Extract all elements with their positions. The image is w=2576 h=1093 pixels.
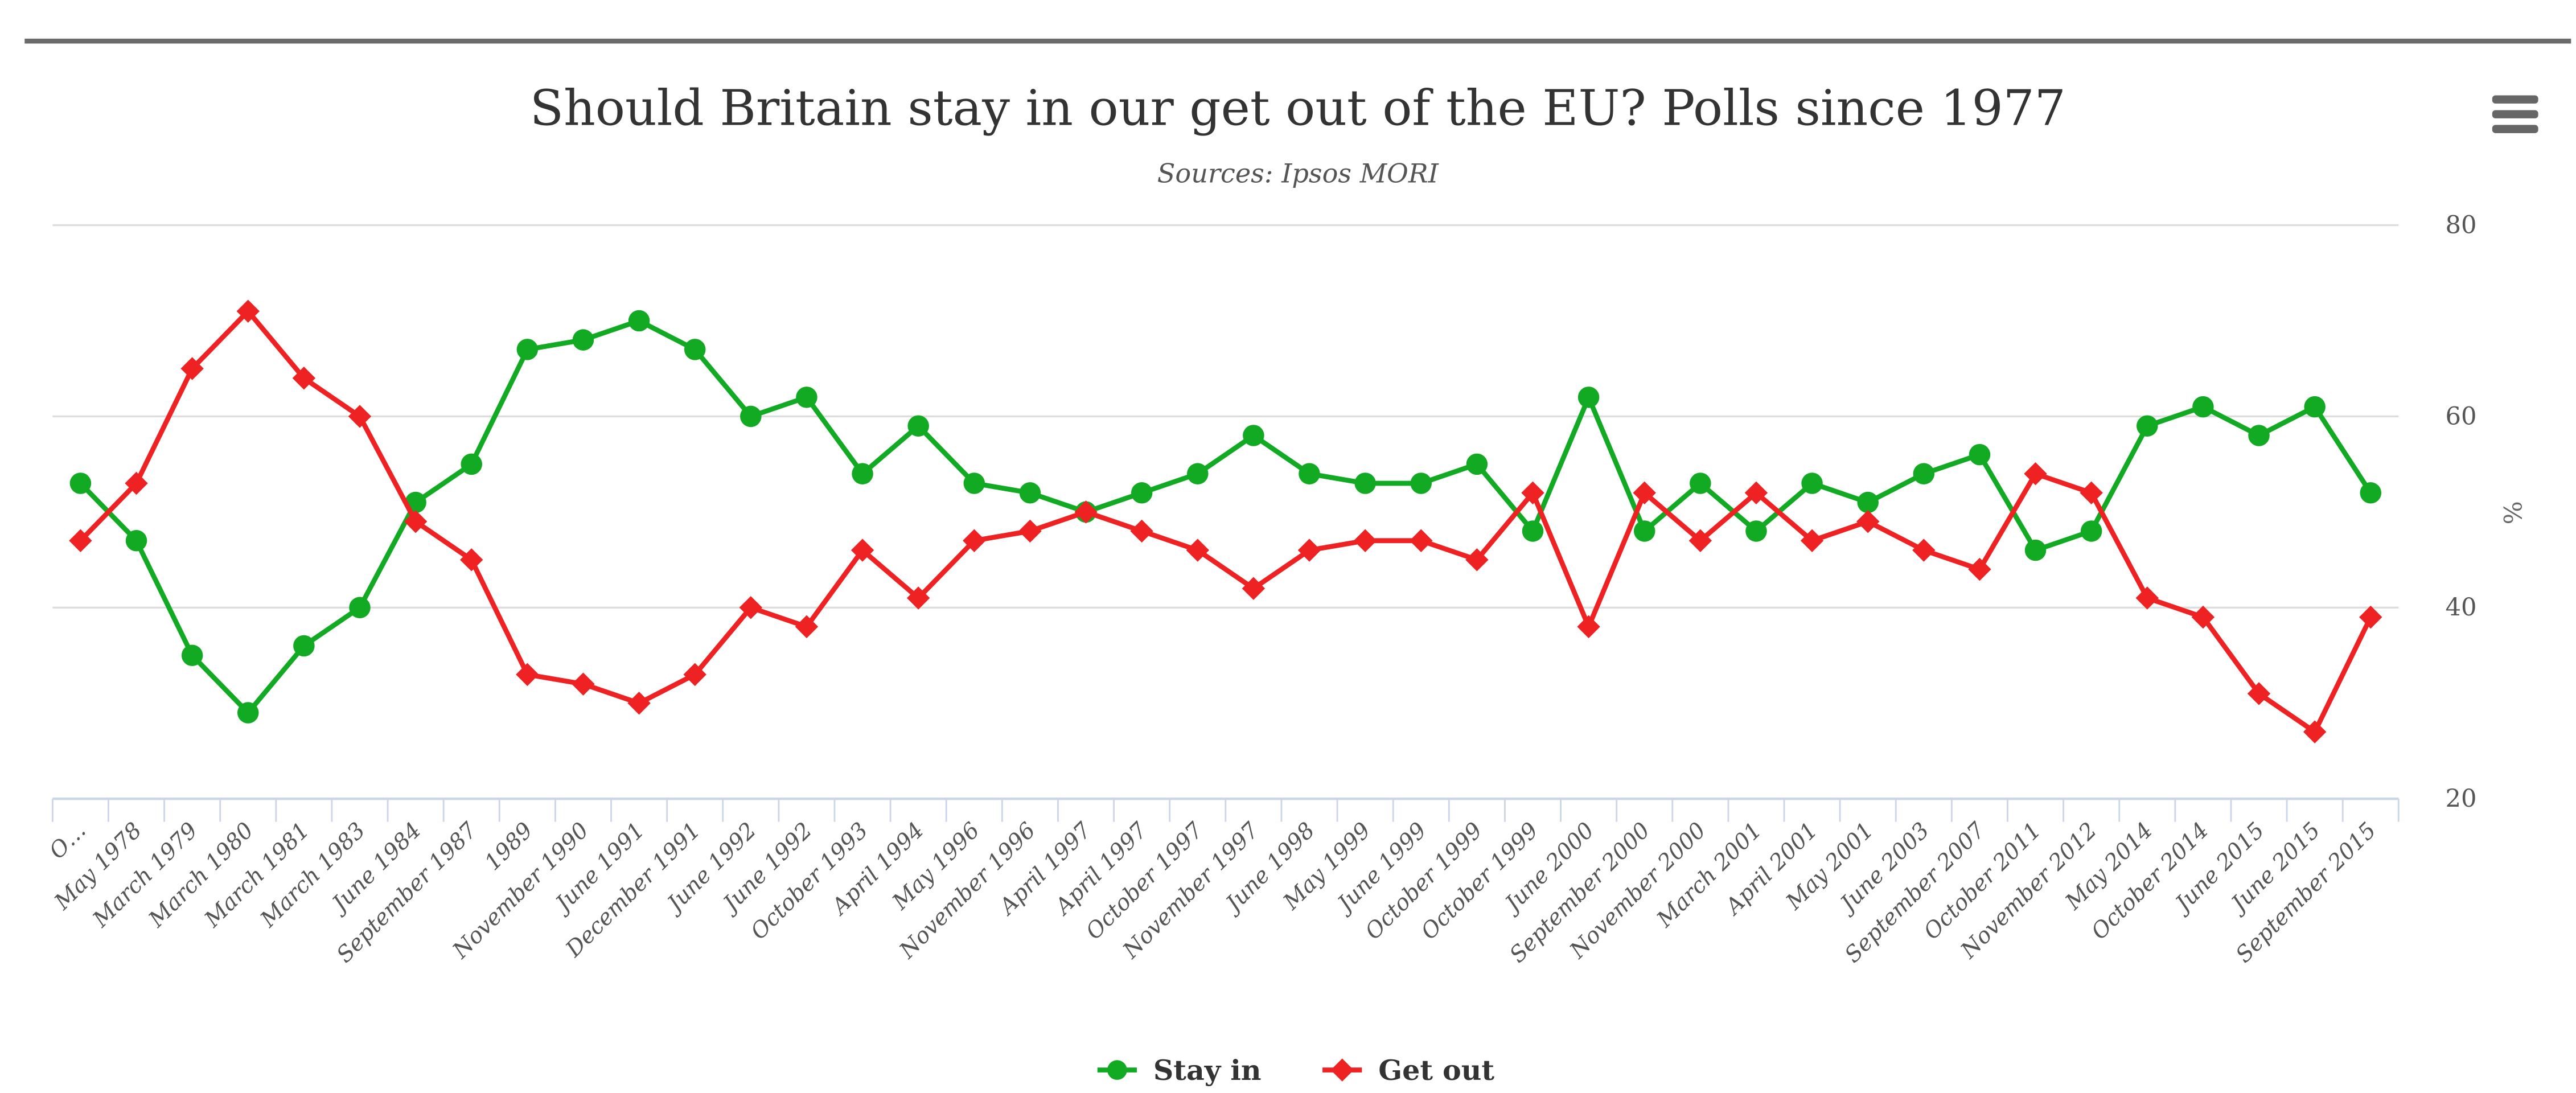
data-point[interactable]: [237, 702, 259, 724]
data-point[interactable]: [2080, 520, 2102, 542]
data-point[interactable]: [1577, 387, 1600, 408]
data-point[interactable]: [1913, 463, 1935, 484]
legend-get-out-marker-icon: [1330, 1058, 1354, 1082]
data-point[interactable]: [2137, 415, 2158, 437]
series-stay-in: [69, 310, 2382, 724]
y-axis-title: %: [2500, 501, 2528, 524]
data-point[interactable]: [1018, 519, 1042, 543]
data-point[interactable]: [2024, 462, 2047, 486]
data-point[interactable]: [963, 472, 985, 494]
data-point[interactable]: [181, 644, 203, 667]
data-point[interactable]: [516, 339, 539, 360]
data-point[interactable]: [1801, 472, 1823, 494]
legend: Stay in Get out: [1097, 1054, 1494, 1087]
data-point[interactable]: [461, 453, 482, 475]
data-point[interactable]: [69, 529, 92, 552]
data-point[interactable]: [1856, 509, 1880, 533]
data-point[interactable]: [1410, 529, 1433, 552]
data-point[interactable]: [125, 529, 147, 552]
data-point[interactable]: [628, 310, 650, 332]
legend-item-get-out[interactable]: Get out: [1322, 1054, 1494, 1087]
data-point[interactable]: [1633, 520, 1655, 542]
data-point[interactable]: [69, 472, 92, 494]
data-point[interactable]: [2303, 720, 2327, 743]
data-point[interactable]: [683, 663, 706, 687]
data-point[interactable]: [1186, 539, 1209, 562]
data-point[interactable]: [1577, 615, 1600, 639]
data-point[interactable]: [1969, 443, 1991, 466]
y-tick-label: 60: [2445, 402, 2476, 431]
data-point[interactable]: [572, 672, 595, 696]
data-point[interactable]: [1187, 463, 1209, 484]
data-point[interactable]: [796, 387, 817, 408]
legend-item-stay-in[interactable]: Stay in: [1097, 1054, 1262, 1087]
data-point[interactable]: [2359, 605, 2382, 629]
legend-label-stay-in: Stay in: [1153, 1054, 1262, 1087]
y-tick-label: 40: [2445, 594, 2476, 622]
data-point[interactable]: [907, 415, 929, 437]
data-point[interactable]: [1410, 472, 1432, 494]
data-point[interactable]: [740, 405, 762, 428]
data-point[interactable]: [1131, 482, 1153, 504]
data-point[interactable]: [963, 529, 986, 552]
data-point[interactable]: [348, 405, 372, 428]
data-point[interactable]: [2135, 586, 2159, 610]
data-point[interactable]: [1242, 577, 1266, 600]
data-point[interactable]: [852, 463, 873, 484]
data-point[interactable]: [572, 329, 594, 351]
chart-subtitle: Sources: Ipsos MORI: [1157, 158, 1439, 188]
data-point[interactable]: [125, 471, 148, 495]
data-point[interactable]: [1968, 557, 1991, 581]
data-point[interactable]: [1690, 472, 1711, 494]
data-point[interactable]: [2024, 539, 2047, 561]
legend-label-get-out: Get out: [1378, 1054, 1494, 1087]
y-tick-label: 20: [2445, 785, 2476, 813]
data-point[interactable]: [1522, 520, 1544, 542]
data-point[interactable]: [1466, 453, 1488, 475]
x-axis: [51, 798, 2400, 822]
data-point[interactable]: [404, 509, 428, 533]
data-point[interactable]: [1353, 529, 1377, 552]
data-point[interactable]: [1857, 491, 1879, 513]
data-point[interactable]: [1297, 539, 1321, 562]
series-line: [79, 318, 2373, 716]
data-point[interactable]: [1633, 481, 1656, 504]
data-point[interactable]: [684, 339, 706, 360]
series-get-out: [69, 299, 2382, 743]
gridlines: [52, 224, 2399, 609]
data-point[interactable]: [1465, 548, 1489, 572]
data-point[interactable]: [1243, 425, 1264, 446]
data-point[interactable]: [349, 597, 371, 619]
data-point[interactable]: [516, 663, 539, 687]
data-point[interactable]: [1019, 482, 1041, 504]
data-point[interactable]: [851, 539, 874, 562]
data-point[interactable]: [1912, 539, 1936, 562]
data-point[interactable]: [627, 692, 651, 715]
x-tick-label: O…: [44, 817, 91, 864]
data-point[interactable]: [1688, 529, 1712, 552]
series-line: [79, 309, 2373, 734]
series-layer: [69, 299, 2382, 743]
data-point[interactable]: [1130, 519, 1153, 543]
data-point[interactable]: [2360, 482, 2382, 504]
legend-stay-in-marker-icon: [1107, 1060, 1127, 1080]
data-point[interactable]: [2248, 425, 2270, 446]
data-point[interactable]: [1299, 463, 1320, 484]
data-point[interactable]: [2192, 396, 2214, 418]
data-point[interactable]: [1521, 481, 1544, 504]
chart-title: Should Britain stay in our get out of th…: [530, 80, 2066, 137]
data-point[interactable]: [1745, 520, 1767, 542]
hamburger-menu-icon[interactable]: [2492, 95, 2538, 133]
data-point[interactable]: [2304, 396, 2326, 418]
data-point[interactable]: [2080, 481, 2103, 504]
data-point[interactable]: [1354, 472, 1376, 494]
data-point[interactable]: [1074, 500, 1098, 524]
y-axis-ticks: 20 40 60 80: [2445, 211, 2476, 813]
y-tick-label: 80: [2445, 211, 2476, 240]
data-point[interactable]: [460, 548, 483, 572]
data-point[interactable]: [293, 635, 315, 657]
